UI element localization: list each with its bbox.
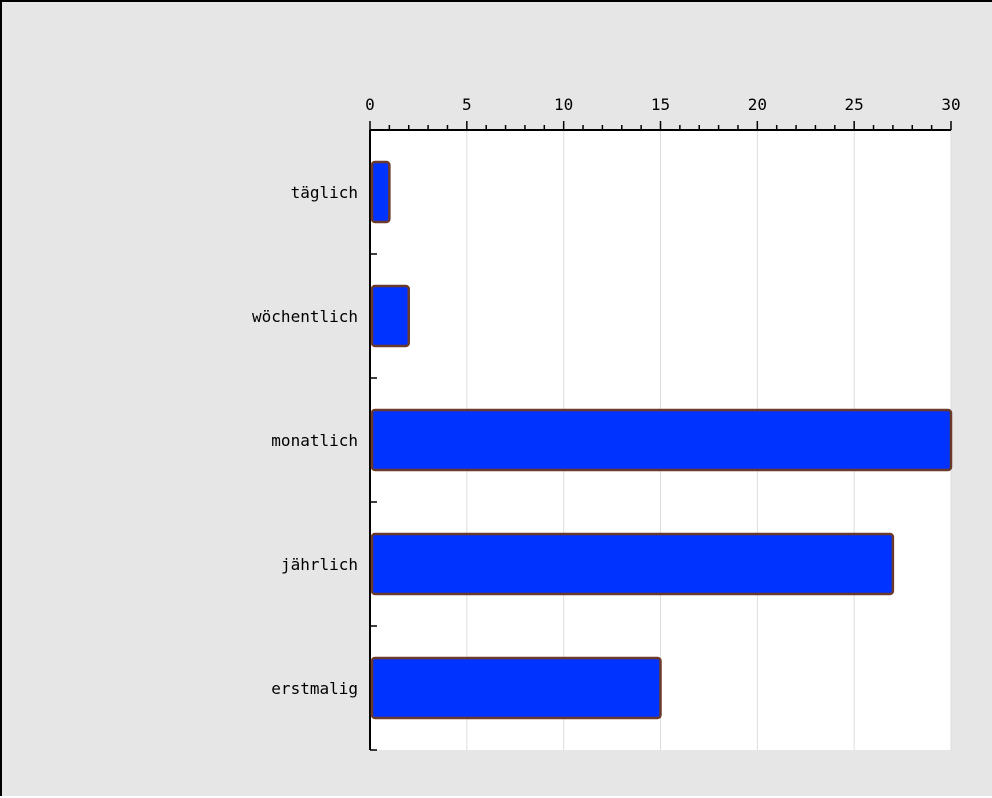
x-tick-label: 5 (462, 95, 472, 114)
axes (369, 121, 952, 751)
bar (370, 656, 662, 720)
x-tick-label: 30 (941, 95, 960, 114)
category-label: erstmalig (271, 679, 358, 698)
x-tick-label: 0 (365, 95, 375, 114)
labels: 0 5 10 15 20 25 30 täglich wöchentlich monatlich j… (252, 95, 961, 698)
x-tick-label: 15 (651, 95, 670, 114)
category-label: wöchentlich (252, 307, 358, 326)
x-tick-label: 10 (554, 95, 573, 114)
x-tick-label: 25 (845, 95, 864, 114)
x-tick-label: 20 (748, 95, 767, 114)
category-label: jährlich (281, 555, 358, 574)
bar (370, 284, 410, 348)
bar (370, 408, 953, 472)
bar (370, 160, 391, 224)
bars (370, 160, 953, 720)
category-label: monatlich (271, 431, 358, 450)
category-label: täglich (291, 183, 358, 202)
bar (370, 532, 895, 596)
